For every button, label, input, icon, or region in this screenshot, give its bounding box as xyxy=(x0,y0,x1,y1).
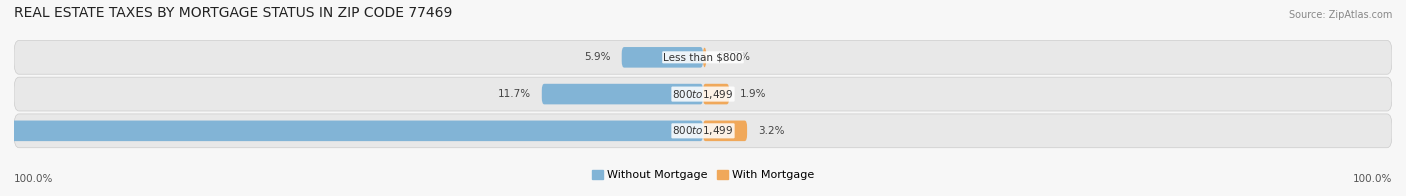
FancyBboxPatch shape xyxy=(14,114,1392,148)
Text: 11.7%: 11.7% xyxy=(498,89,531,99)
FancyBboxPatch shape xyxy=(621,47,703,68)
FancyBboxPatch shape xyxy=(703,121,747,141)
Text: 3.2%: 3.2% xyxy=(758,126,785,136)
Text: 100.0%: 100.0% xyxy=(1353,174,1392,184)
FancyBboxPatch shape xyxy=(703,84,730,104)
Text: $800 to $1,499: $800 to $1,499 xyxy=(672,124,734,137)
Text: 1.9%: 1.9% xyxy=(740,89,766,99)
FancyBboxPatch shape xyxy=(14,40,1392,74)
FancyBboxPatch shape xyxy=(14,77,1392,111)
Text: Less than $800: Less than $800 xyxy=(664,52,742,62)
FancyBboxPatch shape xyxy=(541,84,703,104)
Text: REAL ESTATE TAXES BY MORTGAGE STATUS IN ZIP CODE 77469: REAL ESTATE TAXES BY MORTGAGE STATUS IN … xyxy=(14,6,453,20)
Text: Source: ZipAtlas.com: Source: ZipAtlas.com xyxy=(1288,10,1392,20)
FancyBboxPatch shape xyxy=(703,47,706,68)
Text: 100.0%: 100.0% xyxy=(14,174,53,184)
Legend: Without Mortgage, With Mortgage: Without Mortgage, With Mortgage xyxy=(592,170,814,180)
Text: 5.9%: 5.9% xyxy=(583,52,610,62)
Text: $800 to $1,499: $800 to $1,499 xyxy=(672,88,734,101)
FancyBboxPatch shape xyxy=(0,121,703,141)
Text: 0.23%: 0.23% xyxy=(717,52,751,62)
